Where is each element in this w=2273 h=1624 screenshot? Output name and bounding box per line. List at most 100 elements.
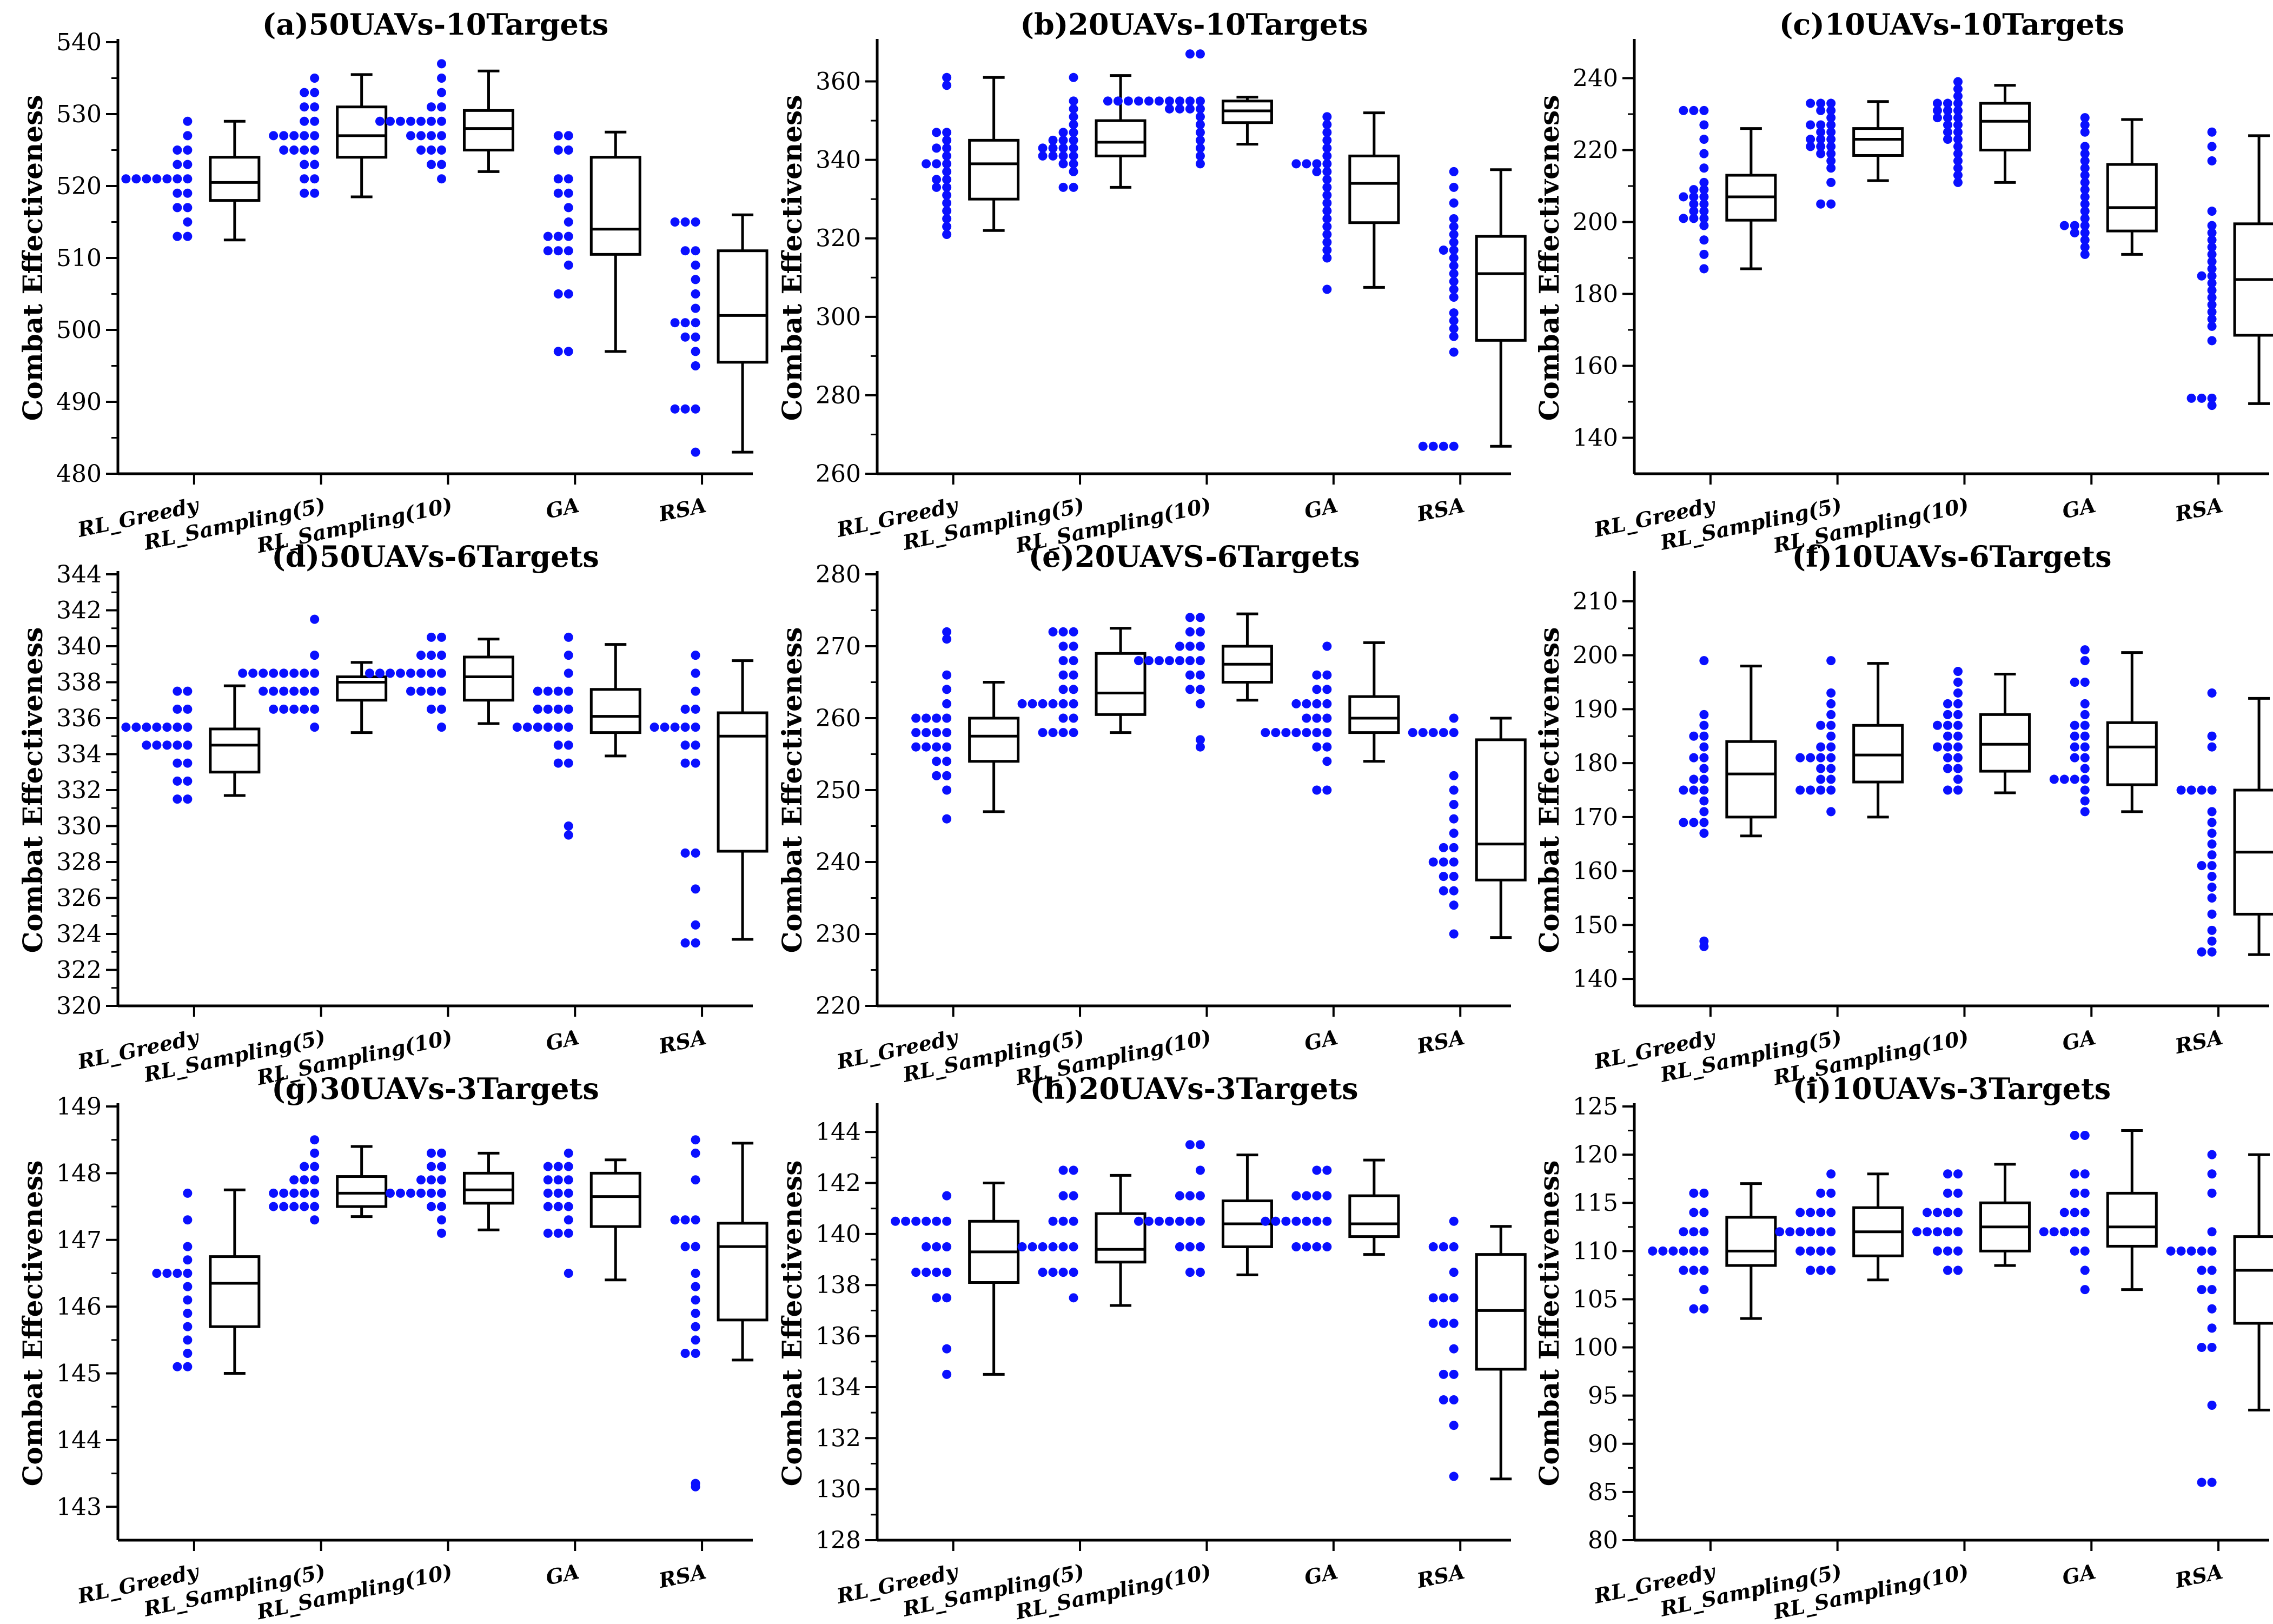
data-point (1795, 1227, 1805, 1237)
data-point (942, 135, 952, 145)
data-point (426, 1162, 436, 1171)
data-point (691, 404, 700, 414)
data-point (1826, 113, 1836, 123)
y-tick-label: 330 (56, 813, 102, 840)
data-point (269, 704, 279, 714)
data-point (564, 145, 573, 155)
data-point (300, 88, 309, 97)
data-point (183, 704, 193, 714)
chart-panel-a: (a)50UAVs-10Targets 480 490 500 510 520 530 540… (17, 7, 768, 558)
data-point (942, 1293, 952, 1303)
data-point (2197, 785, 2206, 795)
data-point (1322, 1191, 1332, 1201)
y-tick-label: 138 (816, 1271, 861, 1299)
data-point (1058, 1191, 1068, 1201)
y-tick-label: 150 (1573, 911, 1618, 939)
data-point (1699, 656, 1709, 666)
data-point (2080, 807, 2090, 817)
data-point (1069, 641, 1078, 651)
box-iqr (1348, 1194, 1400, 1238)
data-point (2039, 1227, 2049, 1237)
data-point (1795, 1208, 1805, 1217)
chart-title: (g)30UAVs-3Targets (271, 1071, 599, 1106)
x-tick-label: GA (544, 1025, 581, 1056)
data-point (922, 742, 931, 752)
y-tick-label: 146 (56, 1293, 102, 1321)
data-point (436, 1162, 446, 1171)
data-point (680, 1215, 690, 1225)
data-point (932, 175, 942, 184)
data-point (1449, 182, 1459, 192)
data-point (1195, 104, 1205, 114)
data-point (1449, 222, 1459, 231)
data-point (1826, 1208, 1836, 1217)
data-point (1154, 96, 1164, 106)
data-point (1826, 710, 1836, 719)
data-point (942, 190, 952, 200)
data-point (564, 830, 573, 840)
x-tick-label: RSA (2172, 1559, 2225, 1593)
data-point (1185, 96, 1195, 106)
data-point (932, 1268, 942, 1277)
data-point (1689, 1265, 1699, 1275)
data-point (1195, 613, 1205, 622)
data-point (289, 668, 299, 678)
data-point (2186, 393, 2196, 403)
data-point (1795, 753, 1805, 763)
data-point (310, 704, 320, 714)
data-point (300, 131, 309, 141)
data-point (1322, 159, 1332, 169)
data-point (1017, 699, 1027, 708)
data-point (691, 1135, 700, 1145)
data-point (1312, 670, 1322, 680)
data-point (2207, 314, 2217, 324)
data-point (1826, 688, 1836, 698)
data-point (1679, 818, 1688, 827)
data-point (2080, 1227, 2090, 1237)
data-point (564, 174, 573, 184)
data-point (385, 668, 395, 678)
data-point (1058, 128, 1068, 137)
data-point (406, 131, 415, 141)
data-point (2207, 861, 2217, 871)
data-point (426, 1175, 436, 1185)
data-point (932, 771, 942, 780)
data-point (1058, 728, 1068, 738)
y-tick-label: 340 (816, 147, 861, 174)
data-point (1439, 886, 1448, 896)
data-point (1069, 167, 1078, 176)
x-tick-label: RSA (656, 493, 708, 527)
data-point (1689, 199, 1699, 209)
data-point (1449, 1395, 1459, 1405)
data-point (1408, 728, 1417, 738)
data-point (279, 668, 289, 678)
chart-panel-i: (i)10UAVs-3Targets 80 85 90 95 100 105 110 115 12… (1533, 1071, 2273, 1624)
y-tick-label: 270 (816, 633, 861, 660)
data-point (1943, 135, 1952, 144)
data-point (173, 794, 182, 804)
data-point (1069, 120, 1078, 129)
data-point (942, 128, 952, 137)
data-point (1932, 98, 1942, 108)
data-point (1028, 1242, 1037, 1251)
data-point (426, 1148, 436, 1158)
data-point (289, 1188, 299, 1198)
data-point (1069, 1165, 1078, 1175)
data-point (2207, 688, 2217, 698)
data-point (564, 231, 573, 241)
data-point (2207, 785, 2217, 795)
data-point (2080, 774, 2090, 784)
data-point (1069, 656, 1078, 666)
data-point (1312, 1242, 1322, 1251)
data-point (2207, 300, 2217, 309)
data-point (922, 713, 931, 723)
data-point (238, 668, 248, 678)
data-point (1668, 1246, 1678, 1256)
data-point (691, 1148, 700, 1158)
box-iqr (1475, 235, 1527, 342)
data-point (1069, 713, 1078, 723)
data-point (1185, 685, 1195, 694)
data-point (2080, 149, 2090, 158)
data-point (310, 116, 320, 126)
data-point (2207, 883, 2217, 892)
